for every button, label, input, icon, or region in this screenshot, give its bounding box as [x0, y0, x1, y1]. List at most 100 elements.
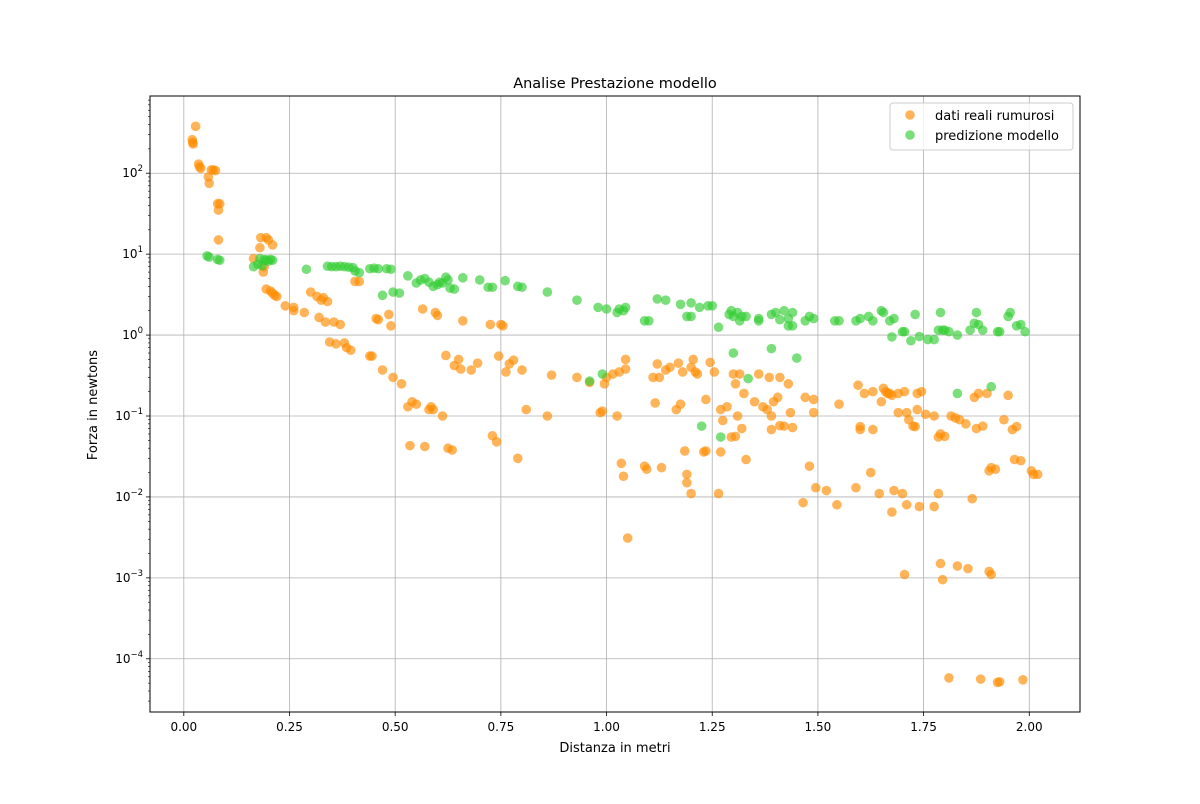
y-tick-label: 102: [122, 164, 143, 180]
data-point-dati-reali: [512, 453, 523, 464]
data-point-dati-reali: [785, 407, 796, 418]
data-point-predizione: [728, 348, 739, 358]
data-point-dati-reali: [800, 392, 811, 403]
data-point-dati-reali: [491, 437, 502, 447]
data-point-predizione: [766, 343, 777, 354]
data-point-dati-reali: [920, 409, 931, 420]
data-point-dati-reali: [682, 469, 692, 480]
data-point-dati-reali: [572, 372, 582, 383]
data-point-predizione: [660, 295, 671, 305]
data-point-dati-reali: [267, 240, 278, 250]
data-point-predizione: [775, 314, 785, 325]
data-point-predizione: [572, 295, 582, 305]
data-point-dati-reali: [990, 464, 1001, 475]
data-point-predizione: [597, 369, 608, 379]
plot-frame: [149, 95, 1081, 713]
data-point-dati-reali: [939, 431, 950, 442]
data-point-dati-reali: [772, 392, 783, 403]
data-point-dati-reali: [868, 424, 878, 435]
data-point-dati-reali: [679, 446, 690, 456]
data-point-dati-reali: [384, 309, 394, 320]
data-point-predizione: [474, 275, 485, 285]
data-point-dati-reali: [937, 574, 948, 585]
y-tick-exponent: 0: [138, 326, 143, 336]
data-point-predizione: [914, 331, 925, 342]
data-point-dati-reali: [521, 404, 532, 415]
data-point-dati-reali: [1003, 390, 1013, 401]
legend: dati reali rumurosi predizione modello: [889, 102, 1074, 151]
data-point-dati-reali: [933, 488, 944, 499]
data-point-predizione: [906, 335, 916, 346]
y-tick-label: 10−2: [115, 488, 143, 504]
data-point-predizione: [593, 302, 603, 313]
data-point-predizione: [449, 284, 460, 294]
data-point-dati-reali: [865, 467, 876, 478]
data-point-dati-reali: [739, 388, 749, 399]
legend-marker-dati-reali: [905, 110, 915, 120]
data-point-dati-reali: [705, 357, 715, 368]
data-point-dati-reali: [686, 488, 696, 499]
y-tick-base: 10: [122, 166, 137, 180]
data-point-predizione: [787, 307, 798, 318]
x-tick-label: 0.75: [488, 720, 515, 734]
data-point-dati-reali: [546, 370, 557, 380]
data-point-predizione: [808, 313, 819, 324]
data-point-predizione: [713, 322, 724, 333]
data-point-dati-reali: [899, 386, 910, 397]
data-point-dati-reali: [501, 367, 511, 377]
y-tick-base: 10: [115, 490, 130, 504]
x-tick-label: 2.00: [1016, 720, 1043, 734]
data-point-dati-reali: [299, 307, 310, 318]
data-point-dati-reali: [213, 235, 224, 245]
data-point-dati-reali: [335, 319, 346, 330]
data-point-dati-reali: [188, 139, 198, 149]
x-axis-ticks: 0.00 0.25 0.50 0.75 1.00 1.25 1.50 1.75 2.00: [170, 712, 1043, 734]
data-point-dati-reali: [967, 493, 978, 504]
data-point-dati-reali: [620, 364, 631, 374]
chart-title: Analise Prestazione modello: [513, 76, 717, 92]
data-point-dati-reali: [652, 359, 663, 369]
data-point-predizione: [910, 309, 920, 320]
data-point-predizione: [935, 307, 946, 318]
y-tick-base: 10: [115, 409, 130, 423]
data-point-dati-reali: [929, 411, 939, 421]
data-point-dati-reali: [190, 121, 201, 132]
data-point-dati-reali: [677, 367, 688, 377]
data-point-predizione: [779, 305, 789, 316]
data-point-dati-reali: [650, 398, 660, 408]
data-point-dati-reali: [874, 488, 885, 499]
data-point-predizione: [1020, 326, 1030, 337]
data-point-dati-reali: [859, 388, 870, 399]
data-point-predizione: [855, 313, 865, 324]
data-point-dati-reali: [730, 379, 741, 389]
data-point-dati-reali: [775, 372, 785, 383]
data-point-predizione: [834, 316, 844, 326]
y-tick-exponent: −1: [130, 407, 143, 417]
x-tick-label: 0.50: [382, 720, 409, 734]
data-point-predizione: [204, 252, 214, 262]
x-axis-label: Distanza in metri: [559, 741, 670, 756]
data-point-dati-reali: [210, 165, 221, 176]
data-point-dati-reali: [853, 380, 863, 391]
data-point-predizione: [770, 307, 781, 318]
data-point-dati-reali: [753, 369, 764, 379]
y-tick-label: 101: [122, 245, 143, 261]
data-point-dati-reali: [1016, 455, 1026, 466]
data-point-dati-reali: [654, 372, 665, 383]
data-point-dati-reali: [798, 497, 808, 508]
data-point-dati-reali: [345, 345, 356, 356]
data-point-dati-reali: [973, 388, 984, 399]
data-point-dati-reali: [688, 354, 699, 365]
data-point-dati-reali: [386, 321, 396, 331]
data-point-dati-reali: [834, 399, 844, 409]
data-point-dati-reali: [320, 317, 331, 327]
x-tick-label: 1.50: [805, 720, 832, 734]
y-tick-label: 10−1: [115, 407, 143, 423]
data-point-dati-reali: [732, 411, 743, 421]
data-point-dati-reali: [701, 394, 711, 405]
data-point-dati-reali: [975, 674, 986, 684]
data-point-predizione: [929, 334, 939, 345]
legend-label-predizione: predizione modello: [935, 129, 1059, 144]
